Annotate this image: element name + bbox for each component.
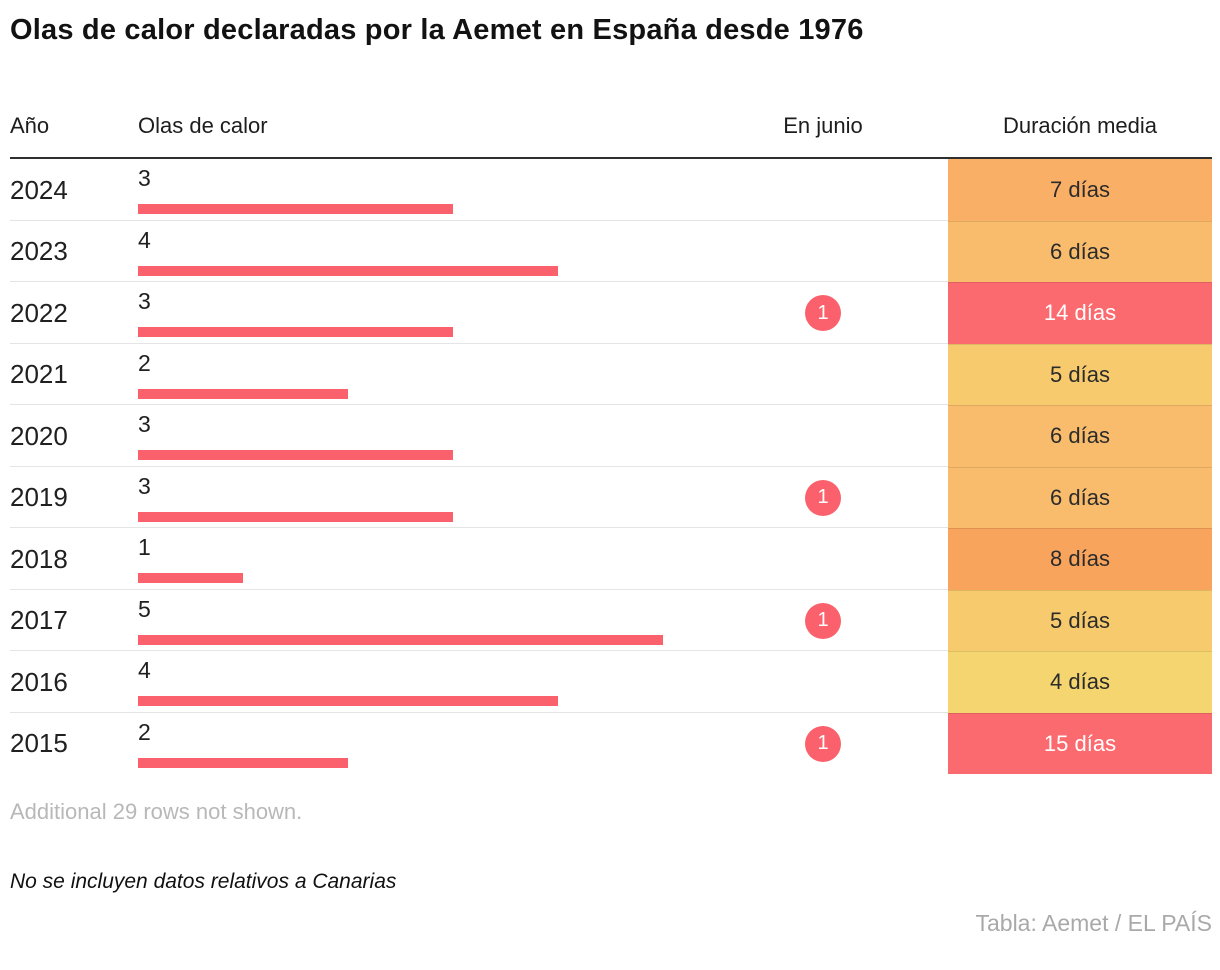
heatwaves-table-graphic: Olas de calor declaradas por la Aemet en…	[0, 14, 1220, 970]
waves-cell: 3	[138, 467, 698, 529]
waves-bar	[138, 388, 348, 399]
year-label: 2023	[10, 236, 68, 267]
table-row: 2023 4 6 días	[10, 220, 1212, 283]
table-row: 2024 3 7 días	[10, 159, 1212, 221]
june-badge: 1	[805, 295, 841, 332]
june-badge-count: 1	[817, 486, 829, 509]
table-row: 2017 5 1 5 días	[10, 589, 1212, 652]
truncation-note: Additional 29 rows not shown.	[10, 799, 303, 825]
table-row: 2022 3 1 14 días	[10, 282, 1212, 344]
column-header-duration: Duración media	[1002, 113, 1158, 139]
waves-cell: 4	[138, 221, 698, 283]
waves-cell: 3	[138, 405, 698, 467]
june-cell	[698, 344, 948, 406]
waves-count: 2	[138, 718, 151, 745]
june-cell	[698, 651, 948, 713]
waves-count: 3	[138, 165, 151, 192]
duration-cell: 8 días	[948, 528, 1212, 590]
waves-count: 5	[138, 595, 151, 622]
waves-bar	[138, 696, 558, 707]
column-header-june: En junio	[783, 113, 863, 139]
waves-bar	[138, 757, 348, 768]
duration-cell: 7 días	[948, 159, 1212, 221]
year-label: 2021	[10, 359, 68, 390]
june-badge-count: 1	[817, 609, 829, 632]
source-credit: Tabla: Aemet / EL PAÍS	[975, 910, 1212, 937]
june-cell: 1	[698, 713, 948, 775]
table-row: 2019 3 1 6 días	[10, 466, 1212, 529]
column-headers: Año Olas de calor En junio Duración medi…	[10, 113, 1212, 160]
table-row: 2021 2 5 días	[10, 343, 1212, 406]
waves-cell: 3	[138, 159, 698, 221]
june-cell: 1	[698, 467, 948, 529]
year-label: 2017	[10, 605, 68, 636]
waves-bar	[138, 450, 453, 461]
june-badge: 1	[805, 602, 841, 639]
waves-cell: 1	[138, 528, 698, 590]
year-label: 2019	[10, 482, 68, 513]
duration-cell: 14 días	[948, 282, 1212, 344]
waves-bar	[138, 265, 558, 276]
waves-cell: 2	[138, 713, 698, 775]
duration-cell: 6 días	[948, 405, 1212, 467]
table-row: 2020 3 6 días	[10, 405, 1212, 467]
year-label: 2015	[10, 728, 68, 759]
table-row: 2016 4 4 días	[10, 651, 1212, 713]
year-label: 2016	[10, 666, 68, 697]
year-label: 2020	[10, 420, 68, 451]
june-cell	[698, 405, 948, 467]
duration-cell: 5 días	[948, 343, 1212, 406]
table-row: 2015 2 1 15 días	[10, 712, 1212, 775]
data-note: No se incluyen datos relativos a Canaria…	[10, 870, 397, 894]
waves-bar	[138, 573, 243, 584]
year-label: 2022	[10, 297, 68, 328]
table-row: 2018 1 8 días	[10, 528, 1212, 590]
year-label: 2024	[10, 174, 68, 205]
waves-bar	[138, 204, 453, 215]
waves-bar	[138, 634, 663, 645]
column-header-waves: Olas de calor	[138, 113, 268, 139]
june-badge: 1	[805, 725, 841, 762]
june-cell	[698, 159, 948, 221]
waves-count: 4	[138, 657, 151, 684]
waves-count: 3	[138, 411, 151, 438]
waves-bar	[138, 511, 453, 522]
duration-cell: 4 días	[948, 651, 1212, 713]
june-badge: 1	[805, 479, 841, 516]
waves-count: 1	[138, 534, 151, 561]
table-body: 2024 3 7 días 2023 4	[10, 159, 1212, 775]
june-badge-count: 1	[817, 732, 829, 755]
june-cell: 1	[698, 590, 948, 652]
waves-cell: 5	[138, 590, 698, 652]
duration-cell: 6 días	[948, 466, 1212, 529]
waves-cell: 2	[138, 344, 698, 406]
june-cell	[698, 528, 948, 590]
column-header-year: Año	[10, 113, 50, 139]
waves-count: 3	[138, 472, 151, 499]
waves-cell: 4	[138, 651, 698, 713]
duration-cell: 6 días	[948, 220, 1212, 283]
page-title: Olas de calor declaradas por la Aemet en…	[10, 14, 864, 46]
waves-count: 4	[138, 226, 151, 253]
waves-count: 3	[138, 288, 151, 315]
june-cell: 1	[698, 282, 948, 344]
duration-cell: 5 días	[948, 589, 1212, 652]
june-badge-count: 1	[817, 301, 829, 324]
year-label: 2018	[10, 543, 68, 574]
waves-bar	[138, 327, 453, 338]
june-cell	[698, 221, 948, 283]
waves-cell: 3	[138, 282, 698, 344]
duration-cell: 15 días	[948, 712, 1212, 775]
waves-count: 2	[138, 349, 151, 376]
